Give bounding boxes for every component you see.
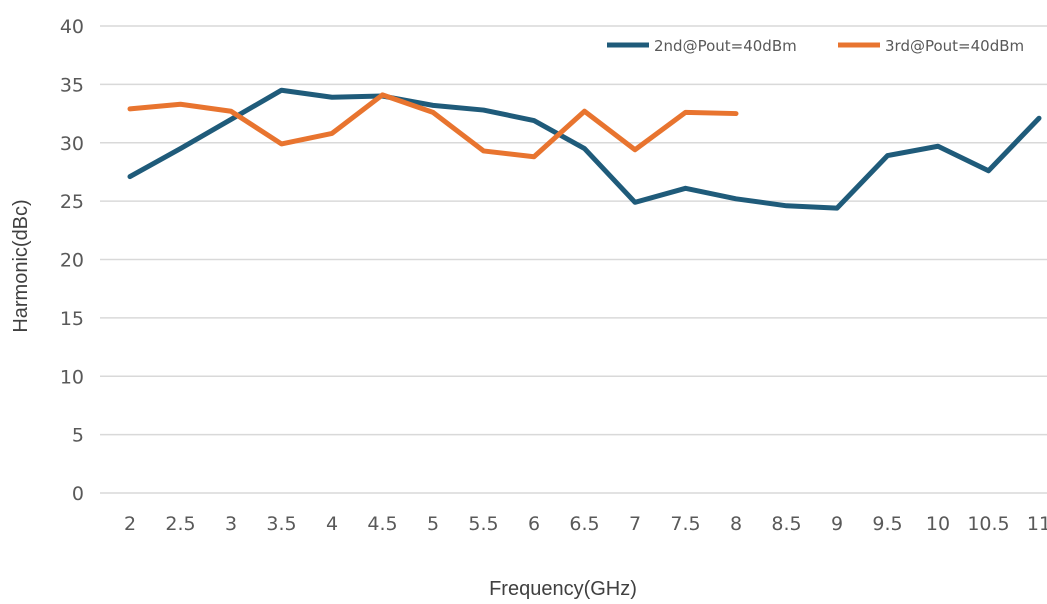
x-tick-label: 6 xyxy=(528,513,540,535)
x-tick-label: 2 xyxy=(124,513,136,535)
x-tick-label: 5.5 xyxy=(468,513,498,535)
series-1-point xyxy=(786,205,787,207)
x-axis-title: Frequency(GHz) xyxy=(489,578,637,600)
y-tick-label: 25 xyxy=(60,191,84,213)
y-tick-label: 35 xyxy=(60,74,84,96)
x-tick-label: 10 xyxy=(926,513,950,535)
x-tick-label: 6.5 xyxy=(569,513,599,535)
x-tick-label: 4 xyxy=(326,513,338,535)
series-2-point xyxy=(735,113,737,115)
x-tick-label: 5 xyxy=(427,513,439,535)
x-tick-labels: 2 2.5 3 3.5 4 4.5 5 5.5 6 6.5 7 7.5 8 8.5 9 9.5 10 10.5 11 xyxy=(124,513,1047,535)
y-tick-label: 0 xyxy=(72,483,84,505)
x-tick-label: 9.5 xyxy=(872,513,902,535)
series-1-point xyxy=(432,104,434,106)
x-tick-label: 8 xyxy=(730,513,742,535)
series-2-point xyxy=(382,94,383,96)
series-2-point xyxy=(230,110,232,112)
x-tick-label: 7 xyxy=(629,513,641,535)
x-tick-label: 3 xyxy=(225,513,237,535)
series-2-point xyxy=(533,156,535,158)
series-1-point xyxy=(836,207,838,209)
series-2-point xyxy=(331,132,333,134)
series-2-point xyxy=(281,143,282,145)
y-tick-label: 15 xyxy=(60,308,84,330)
series-1-point xyxy=(533,120,535,122)
series-1-point xyxy=(887,155,888,157)
series-2-point xyxy=(483,150,484,152)
series-2-point xyxy=(129,108,131,110)
y-tick-label: 30 xyxy=(60,133,84,155)
series-1-point xyxy=(1038,117,1040,119)
series-lines xyxy=(127,87,1042,211)
series-1-point xyxy=(735,198,737,200)
series-1-point xyxy=(331,96,333,98)
series-2-point xyxy=(685,111,686,113)
series-1-point xyxy=(988,170,989,172)
series-1-point xyxy=(584,148,585,150)
series-2-point xyxy=(584,110,585,112)
y-tick-label: 20 xyxy=(60,250,84,272)
legend: 2nd@Pout=40dBm 3rd@Pout=40dBm xyxy=(607,37,1024,55)
series-1-point xyxy=(180,148,181,150)
y-tick-labels: 0 5 10 15 20 25 30 35 40 xyxy=(60,16,84,505)
series-2-point xyxy=(634,149,636,151)
legend-label-2: 3rd@Pout=40dBm xyxy=(885,37,1024,55)
series-2-point xyxy=(180,103,181,105)
legend-label-1: 2nd@Pout=40dBm xyxy=(654,37,797,55)
x-tick-label: 11 xyxy=(1027,513,1047,535)
y-tick-label: 10 xyxy=(60,366,84,388)
x-tick-label: 9 xyxy=(831,513,843,535)
series-line-1 xyxy=(127,87,1042,211)
x-tick-label: 2.5 xyxy=(165,513,195,535)
x-tick-label: 3.5 xyxy=(266,513,296,535)
grid-lines xyxy=(100,25,1047,494)
x-tick-label: 8.5 xyxy=(771,513,801,535)
y-tick-label: 5 xyxy=(72,425,84,447)
series-1-point xyxy=(281,89,282,91)
y-axis-title: Harmonic(dBc) xyxy=(10,199,32,332)
series-1-point xyxy=(129,176,131,178)
series-1-point xyxy=(230,118,232,120)
x-tick-label: 10.5 xyxy=(967,513,1009,535)
series-1-point xyxy=(634,201,636,203)
series-1-point xyxy=(937,145,939,147)
x-tick-label: 4.5 xyxy=(367,513,397,535)
series-2-point xyxy=(432,111,434,113)
y-tick-label: 40 xyxy=(60,16,84,38)
series-1-point xyxy=(483,109,484,111)
series-1-point xyxy=(685,187,686,189)
x-tick-label: 7.5 xyxy=(670,513,700,535)
